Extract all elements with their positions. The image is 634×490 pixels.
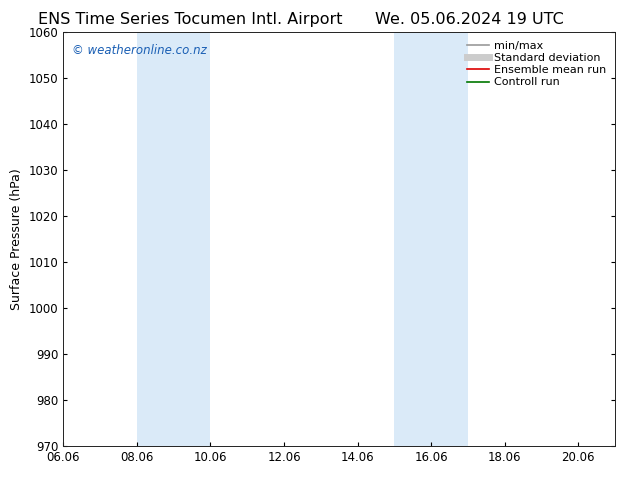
- Y-axis label: Surface Pressure (hPa): Surface Pressure (hPa): [10, 168, 23, 310]
- Text: ENS Time Series Tocumen Intl. Airport: ENS Time Series Tocumen Intl. Airport: [38, 12, 342, 27]
- Text: We. 05.06.2024 19 UTC: We. 05.06.2024 19 UTC: [375, 12, 564, 27]
- Text: © weatheronline.co.nz: © weatheronline.co.nz: [72, 44, 207, 57]
- Bar: [394, 32, 468, 446]
- Bar: [137, 32, 210, 446]
- Legend: min/max, Standard deviation, Ensemble mean run, Controll run: min/max, Standard deviation, Ensemble me…: [464, 37, 609, 91]
